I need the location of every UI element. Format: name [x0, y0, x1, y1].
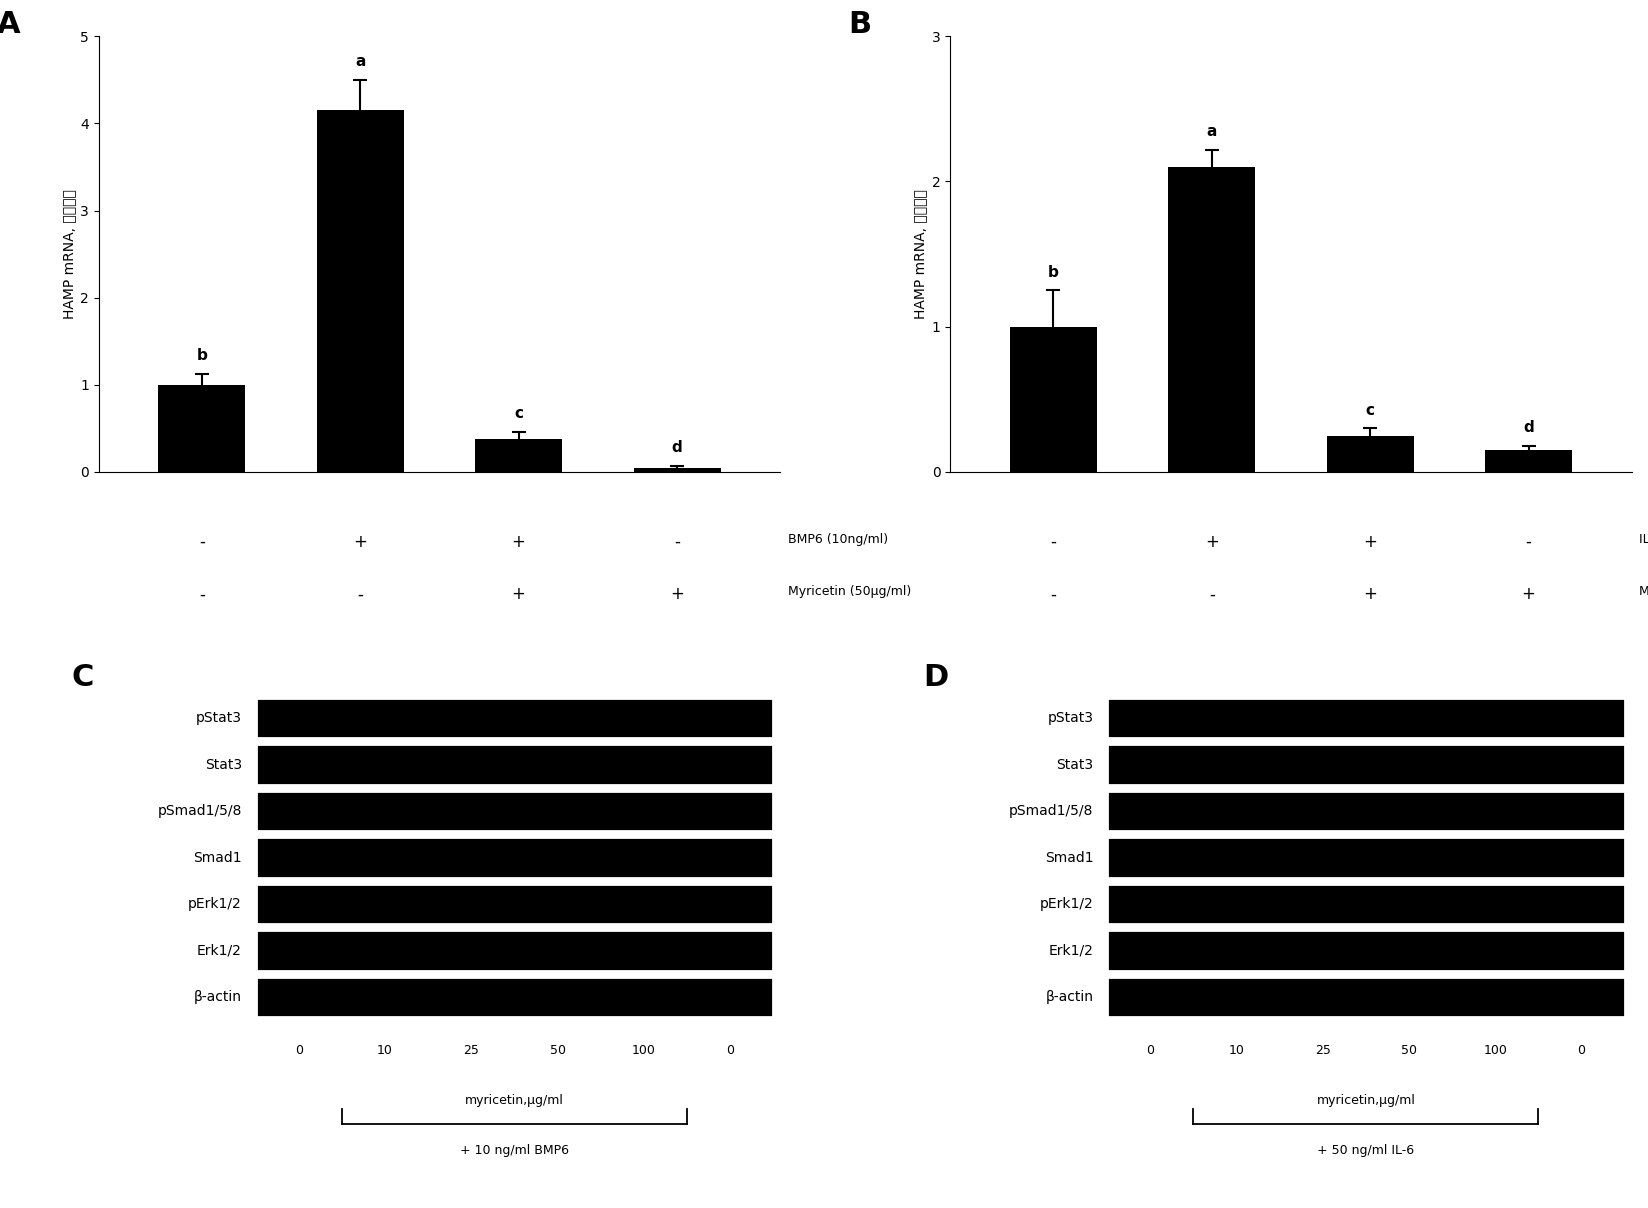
Bar — [255, 744, 773, 785]
Bar — [1107, 837, 1625, 878]
Text: d: d — [1523, 420, 1534, 435]
Bar — [255, 791, 773, 831]
Bar — [255, 884, 773, 924]
Bar — [1327, 436, 1414, 472]
Text: myricetin,μg/ml: myricetin,μg/ml — [1317, 1093, 1416, 1107]
Y-axis label: HAMP mRNA, 相对位山: HAMP mRNA, 相对位山 — [63, 190, 76, 319]
Text: pErk1/2: pErk1/2 — [188, 898, 242, 911]
Text: -: - — [1050, 585, 1056, 603]
Text: 10: 10 — [1228, 1044, 1244, 1057]
Text: Erk1/2: Erk1/2 — [198, 943, 242, 958]
Text: +: + — [1363, 585, 1378, 603]
Text: B: B — [849, 10, 872, 39]
Text: b: b — [1048, 265, 1058, 279]
Bar — [1107, 791, 1625, 831]
Text: -: - — [674, 533, 681, 551]
Text: pSmad1/5/8: pSmad1/5/8 — [1009, 805, 1093, 818]
Text: +: + — [1363, 533, 1378, 551]
Text: +: + — [353, 533, 368, 551]
Text: 25: 25 — [1315, 1044, 1330, 1057]
Text: pStat3: pStat3 — [1048, 712, 1093, 725]
Text: A: A — [0, 10, 20, 39]
Text: + 10 ng/ml BMP6: + 10 ng/ml BMP6 — [460, 1144, 569, 1157]
Bar — [255, 698, 773, 738]
Bar — [475, 439, 562, 472]
Bar — [1485, 451, 1572, 472]
Text: pStat3: pStat3 — [196, 712, 242, 725]
Text: -: - — [1526, 533, 1531, 551]
Bar — [1010, 326, 1098, 472]
Text: β-actin: β-actin — [194, 991, 242, 1004]
Text: +: + — [1521, 585, 1536, 603]
Text: 0: 0 — [1145, 1044, 1154, 1057]
Bar — [316, 110, 404, 472]
Bar — [1107, 698, 1625, 738]
Bar — [158, 385, 246, 472]
Text: C: C — [71, 663, 94, 692]
Bar — [1107, 977, 1625, 1017]
Text: b: b — [196, 348, 208, 364]
Text: Myricetin (50μg/ml): Myricetin (50μg/ml) — [788, 585, 911, 598]
Text: 0: 0 — [295, 1044, 303, 1057]
Text: 50: 50 — [1401, 1044, 1417, 1057]
Bar — [633, 467, 720, 472]
Text: pSmad1/5/8: pSmad1/5/8 — [158, 805, 242, 818]
Text: + 50 ng/ml IL-6: + 50 ng/ml IL-6 — [1317, 1144, 1414, 1157]
Text: -: - — [1050, 533, 1056, 551]
Text: 100: 100 — [631, 1044, 656, 1057]
Bar — [1107, 884, 1625, 924]
Text: -: - — [199, 533, 204, 551]
Text: Stat3: Stat3 — [1056, 757, 1093, 772]
Text: a: a — [354, 54, 366, 69]
Text: D: D — [923, 663, 948, 692]
Text: +: + — [671, 585, 684, 603]
Text: myricetin,μg/ml: myricetin,μg/ml — [465, 1093, 564, 1107]
Text: -: - — [199, 585, 204, 603]
Bar — [1168, 167, 1256, 472]
Text: c: c — [1366, 402, 1374, 418]
Y-axis label: HAMP mRNA, 相对位山: HAMP mRNA, 相对位山 — [913, 190, 928, 319]
Text: c: c — [514, 406, 522, 422]
Text: 0: 0 — [1577, 1044, 1585, 1057]
Bar — [255, 837, 773, 878]
Text: -: - — [358, 585, 363, 603]
Text: 50: 50 — [549, 1044, 565, 1057]
Text: +: + — [513, 585, 526, 603]
Text: 100: 100 — [1483, 1044, 1508, 1057]
Text: Stat3: Stat3 — [204, 757, 242, 772]
Text: 0: 0 — [727, 1044, 733, 1057]
Text: Myricetin (50μg/ml): Myricetin (50μg/ml) — [1640, 585, 1648, 598]
Text: a: a — [1206, 123, 1216, 139]
Text: d: d — [672, 440, 682, 455]
Bar — [255, 930, 773, 971]
Text: 25: 25 — [463, 1044, 480, 1057]
Text: pErk1/2: pErk1/2 — [1040, 898, 1093, 911]
Bar — [1107, 744, 1625, 785]
Text: Erk1/2: Erk1/2 — [1048, 943, 1093, 958]
Text: 10: 10 — [377, 1044, 392, 1057]
Text: +: + — [513, 533, 526, 551]
Text: Smad1: Smad1 — [193, 850, 242, 865]
Text: -: - — [1208, 585, 1215, 603]
Text: IL-6 (50ng/ml): IL-6 (50ng/ml) — [1640, 533, 1648, 546]
Text: β-actin: β-actin — [1045, 991, 1093, 1004]
Bar — [1107, 930, 1625, 971]
Text: BMP6 (10ng/ml): BMP6 (10ng/ml) — [788, 533, 888, 546]
Bar — [255, 977, 773, 1017]
Text: Smad1: Smad1 — [1045, 850, 1093, 865]
Text: +: + — [1205, 533, 1218, 551]
